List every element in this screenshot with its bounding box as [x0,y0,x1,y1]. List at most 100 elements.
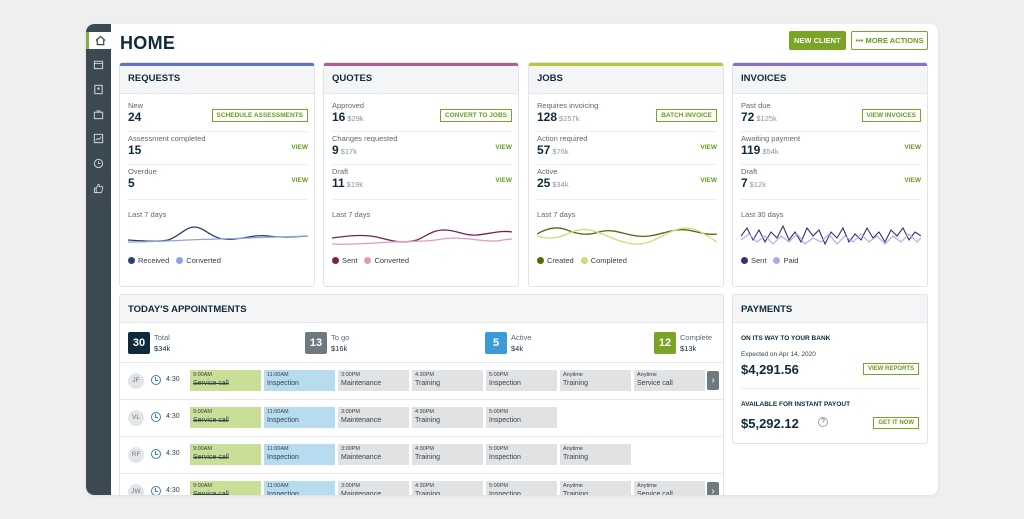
visit-time: 9:00AM [193,446,212,452]
more-actions-button[interactable]: ••• MORE ACTIONS [851,31,928,50]
visit-name: Service call [193,454,229,461]
avatar[interactable]: RF [128,447,144,463]
visit-block[interactable]: Anytime Training [559,481,631,495]
instant-section-title: AVAILABLE FOR INSTANT PAYOUT [741,401,851,408]
view-link[interactable]: VIEW [291,144,308,151]
visit-block[interactable]: Anytime Training [559,444,631,465]
completed-line [537,227,717,245]
visit-name: Inspection [267,417,299,424]
visit-block[interactable]: 4:30PM Training [411,407,483,428]
divider [332,199,512,200]
visit-block[interactable]: 9:00AM Service call [189,370,261,391]
visit-name: Training [415,454,441,461]
visit-block[interactable]: 11:00AM Inspection [263,481,335,495]
legend-item: Converted [176,256,221,265]
new-client-button[interactable]: NEW CLIENT [789,31,846,50]
visit-block[interactable]: 3:00PM Maintenance [337,370,409,391]
view-link[interactable]: VIEW [904,144,921,151]
duration: 4:30 [166,487,180,494]
visit-name: Training [563,454,589,461]
stat-label: Past due [741,101,771,110]
stat-value: 24 [128,110,142,124]
help-icon[interactable]: ? [818,417,828,427]
legend-item: Received [128,256,169,265]
visit-block[interactable]: 11:00AM Inspection [263,444,335,465]
instant-amount: $5,292.12 [741,416,799,431]
view-link[interactable]: VIEW [904,177,921,184]
view-link[interactable]: VIEW [495,177,512,184]
visit-name: Inspection [489,491,521,495]
schedule-assessments-button[interactable]: SCHEDULE ASSESSMENTS [211,109,308,122]
expected-date: Expected on Apr 14, 2020 [741,351,816,358]
clients-icon[interactable] [90,81,107,98]
visit-block[interactable]: 5:00PM Inspection [485,444,557,465]
summary-label: To go [331,333,350,342]
legend-item: Sent [332,256,357,265]
chart-icon[interactable] [90,130,107,147]
view-link[interactable]: VIEW [291,177,308,184]
clock-icon[interactable] [90,155,107,172]
batch-invoice-button[interactable]: BATCH INVOICE [656,109,717,122]
avatar[interactable]: JW [128,484,144,495]
visit-block[interactable]: 4:30PM Training [411,370,483,391]
visit-block[interactable]: 5:00PM Inspection [485,481,557,495]
paid-line [741,233,921,245]
duration: 4:30 [166,376,180,383]
get-it-now-button[interactable]: GET IT NOW [873,417,919,429]
home-icon[interactable] [86,32,111,49]
divider [741,164,921,165]
convert-to-jobs-button[interactable]: CONVERT TO JOBS [439,109,512,122]
appointment-row: JF 4:30 9:00AM Service call 11:00AM Inspectio… [120,362,723,399]
view-reports-button[interactable]: VIEW REPORTS [862,363,919,375]
view-link[interactable]: VIEW [700,144,717,151]
quotes-card: QUOTES Approved 16 $29k CONVERT TO JOBS C… [323,62,519,287]
visit-block[interactable]: 5:00PM Inspection [485,370,557,391]
visit-block[interactable]: 3:00PM Maintenance [337,407,409,428]
visit-name: Inspection [489,454,521,461]
requests-color-bar [120,63,314,66]
visit-name: Maintenance [341,417,382,424]
stat-label: Approved [332,101,365,110]
legend-item: Completed [580,256,627,265]
visit-block[interactable]: 9:00AM Service call [189,444,261,465]
briefcase-icon[interactable] [90,106,107,123]
divider [537,199,717,200]
visit-block[interactable]: Anytime Training [559,370,631,391]
visit-block[interactable]: 11:00AM Inspection [263,370,335,391]
visit-time: Anytime [637,483,657,489]
bank-section-title: ON ITS WAY TO YOUR BANK [741,335,831,342]
quotes-sparkline [332,229,512,245]
legend-item: Paid [773,256,798,265]
period-label: Last 7 days [537,210,576,219]
visit-block[interactable]: 9:00AM Service call [189,481,261,495]
view-link[interactable]: VIEW [700,177,717,184]
visit-block[interactable]: 9:00AM Service call [189,407,261,428]
clock-icon [151,486,161,495]
summary-count: 5 [485,332,507,354]
payments-title: PAYMENTS [733,295,927,323]
view-link[interactable]: VIEW [495,144,512,151]
divider [128,131,308,132]
visit-block[interactable]: Anytime Service call [633,370,705,391]
visit-block[interactable]: Anytime Service call [633,481,705,495]
visit-block[interactable]: 4:30PM Training [411,444,483,465]
thumbs-up-icon[interactable] [90,180,107,197]
avatar[interactable]: JF [128,373,144,389]
visit-block[interactable]: 5:00PM Inspection [485,407,557,428]
visit-block[interactable]: 4:30PM Training [411,481,483,495]
summary-value: $16k [331,344,348,353]
visit-block[interactable]: 11:00AM Inspection [263,407,335,428]
calendar-icon[interactable] [90,56,107,73]
divider [741,199,921,200]
chevron-right-icon[interactable]: › [707,482,719,495]
visit-time: Anytime [637,372,657,378]
avatar[interactable]: VL [128,410,144,426]
visit-block[interactable]: 3:00PM Maintenance [337,444,409,465]
chevron-right-icon[interactable]: › [707,371,719,390]
visit-time: 9:00AM [193,372,212,378]
view-invoices-button[interactable]: VIEW INVOICES [861,109,921,122]
payments-panel: PAYMENTS ON ITS WAY TO YOUR BANK Expecte… [732,294,928,444]
visit-block[interactable]: 3:00PM Maintenance [337,481,409,495]
visit-name: Training [415,491,441,495]
visit-time: Anytime [563,483,583,489]
